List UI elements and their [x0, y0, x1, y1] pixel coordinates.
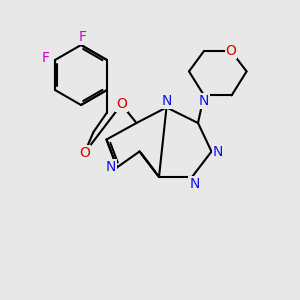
Text: N: N [105, 160, 116, 174]
Text: O: O [79, 146, 90, 160]
Text: N: N [213, 145, 223, 158]
Text: N: N [161, 94, 172, 108]
Text: N: N [189, 177, 200, 190]
Text: O: O [226, 44, 236, 58]
Text: F: F [42, 52, 50, 65]
Text: F: F [79, 30, 86, 44]
Text: O: O [116, 98, 127, 111]
Text: N: N [199, 94, 209, 108]
